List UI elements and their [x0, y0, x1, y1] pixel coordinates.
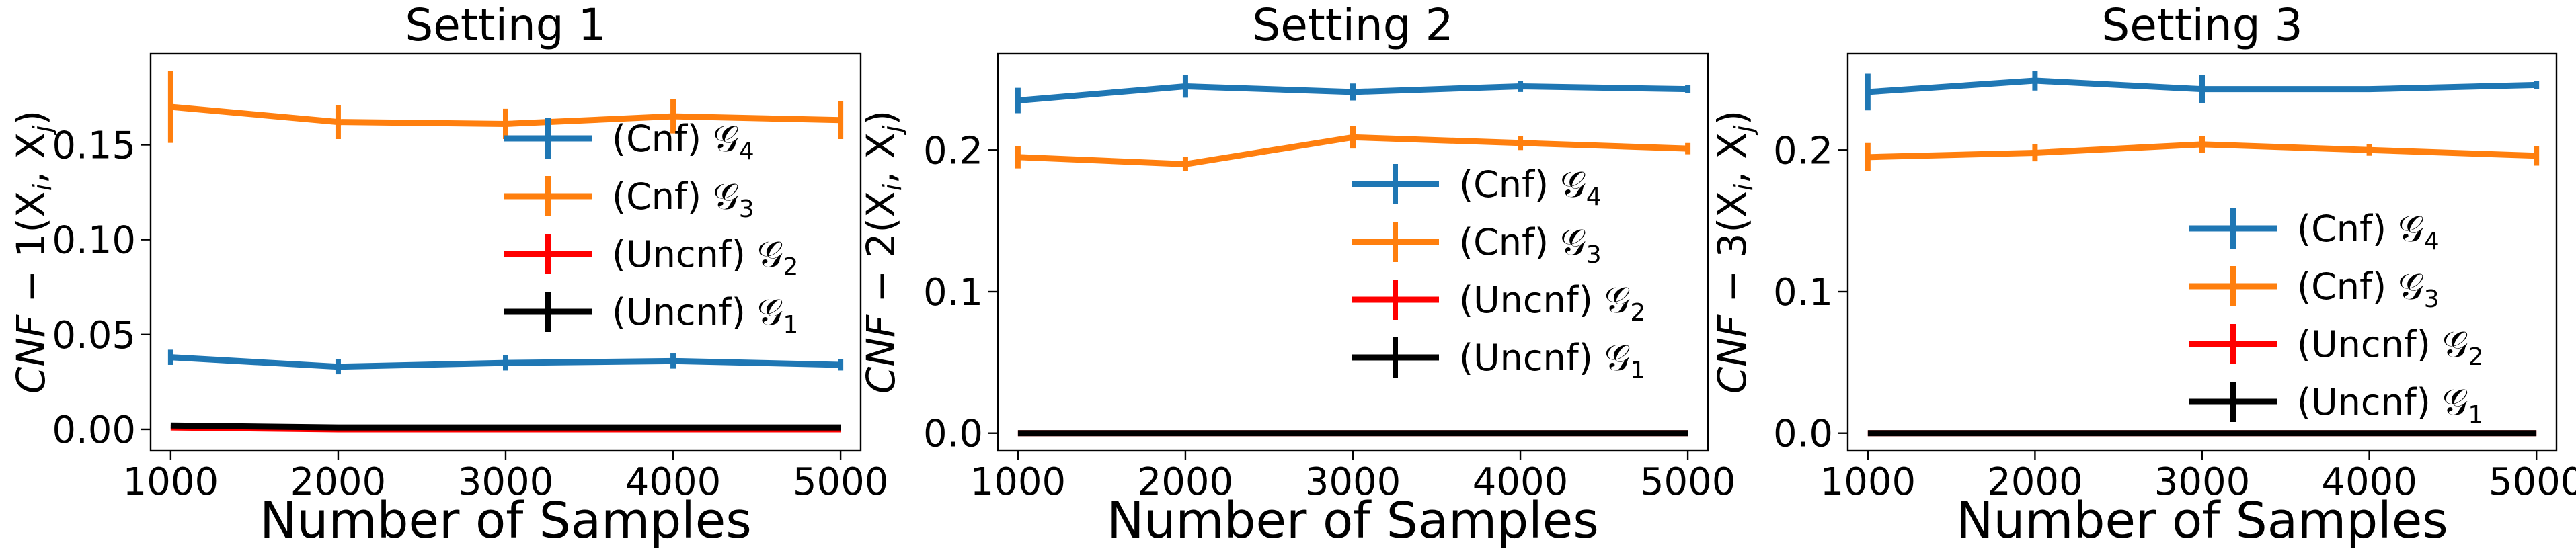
y-tick-label: 0.05: [52, 314, 136, 357]
y-axis-label-suffix: − 3(X: [1709, 191, 1755, 315]
y-axis-label-prefix: CNF: [858, 314, 904, 394]
legend-label: (Cnf) 𝒢3: [612, 175, 754, 223]
x-tick-label: 1000: [123, 460, 219, 504]
y-tick-label: 0.00: [52, 409, 136, 452]
y-axis-label: CNF − 2(Xi, Xj): [858, 110, 907, 394]
panel-setting-2: Setting 2 Number of Samples CNF − 2(Xi, …: [858, 0, 1735, 550]
x-tick-label: 5000: [793, 460, 889, 504]
y-tick-label: 0.1: [923, 271, 983, 314]
x-tick-label: 4000: [1473, 460, 1569, 504]
y-tick-label: 0.10: [52, 219, 136, 263]
series-2: [1865, 136, 2540, 171]
series-line: [170, 422, 841, 431]
y-axis-label: CNF − 3(Xi, Xj): [1709, 110, 1758, 394]
plot-area: [1865, 71, 2540, 437]
legend-label: (Uncnf) 𝒢1: [2297, 381, 2483, 429]
legend-entry: (Cnf) 𝒢3: [504, 175, 754, 223]
y-axis-label-suffix: − 2(X: [858, 191, 904, 315]
x-tick-label: 3000: [1305, 460, 1401, 504]
x-tick-label: 5000: [2489, 460, 2576, 504]
x-tick-label: 4000: [625, 460, 721, 504]
chart-title: Setting 2: [1252, 0, 1453, 51]
series-2: [167, 71, 844, 143]
x-axis-label: Number of Samples: [1956, 492, 2448, 550]
legend-entry: (Cnf) 𝒢4: [1352, 163, 1602, 211]
legend-entry: (Uncnf) 𝒢1: [2189, 381, 2483, 429]
legend-entry: (Cnf) 𝒢3: [1352, 221, 1602, 269]
legend: (Cnf) 𝒢4 (Cnf) 𝒢3 (Uncnf) 𝒢2 (Uncnf) 𝒢1: [504, 118, 798, 339]
legend-label: (Cnf) 𝒢3: [1459, 221, 1602, 269]
legend-entry: (Uncnf) 𝒢1: [504, 291, 798, 339]
legend-label: (Cnf) 𝒢3: [2297, 265, 2440, 313]
series-1: [1015, 75, 1691, 114]
y-axis-label-suffix: − 1(X: [8, 191, 54, 315]
series-4: [170, 422, 841, 431]
legend-entry: (Cnf) 𝒢4: [504, 118, 754, 165]
x-tick-label: 1000: [1820, 460, 1916, 504]
legend-label: (Uncnf) 𝒢1: [1459, 337, 1645, 384]
x-axis-label: Number of Samples: [1107, 492, 1599, 550]
x-tick-label: 4000: [2321, 460, 2417, 504]
x-tick-label: 2000: [290, 460, 387, 504]
y-axis-label-prefix: CNF: [8, 314, 54, 394]
legend-label: (Uncnf) 𝒢2: [612, 233, 798, 281]
plot-area: [167, 71, 844, 433]
legend-entry: (Uncnf) 𝒢2: [504, 233, 798, 281]
x-tick-label: 2000: [1987, 460, 2083, 504]
legend: (Cnf) 𝒢4 (Cnf) 𝒢3 (Uncnf) 𝒢2 (Uncnf) 𝒢1: [1352, 163, 1645, 384]
y-tick-label: 0.2: [923, 129, 983, 173]
series-1: [1865, 71, 2540, 111]
series-2: [1015, 126, 1691, 171]
plot-area: [1015, 75, 1691, 437]
legend-label: (Uncnf) 𝒢1: [612, 291, 798, 339]
y-tick-label: 0.2: [1773, 129, 1833, 173]
y-tick-label: 0.0: [923, 413, 983, 456]
y-tick-label: 0.15: [52, 124, 136, 168]
x-tick-label: 5000: [1640, 460, 1736, 504]
legend: (Cnf) 𝒢4 (Cnf) 𝒢3 (Uncnf) 𝒢2 (Uncnf) 𝒢1: [2189, 208, 2483, 429]
legend-label: (Cnf) 𝒢4: [612, 118, 754, 165]
legend-entry: (Uncnf) 𝒢2: [1352, 279, 1645, 327]
panel-setting-3: Setting 3 Number of Samples CNF − 3(Xi, …: [1709, 0, 2576, 550]
y-tick-label: 0.1: [1773, 271, 1833, 314]
y-tick-label: 0.0: [1773, 413, 1833, 456]
x-tick-label: 3000: [458, 460, 554, 504]
panel-setting-1: Setting 1 Number of Samples CNF − 1(Xi, …: [8, 0, 888, 550]
legend-label: (Uncnf) 𝒢2: [2297, 323, 2483, 371]
x-tick-label: 2000: [1138, 460, 1234, 504]
series-1: [167, 349, 844, 375]
x-axis-label: Number of Samples: [260, 492, 752, 550]
legend-entry: (Uncnf) 𝒢1: [1352, 337, 1645, 384]
x-tick-label: 3000: [2154, 460, 2251, 504]
legend-label: (Cnf) 𝒢4: [2297, 208, 2440, 255]
chart-title: Setting 3: [2101, 0, 2302, 51]
legend-label: (Uncnf) 𝒢2: [1459, 279, 1645, 327]
legend-entry: (Uncnf) 𝒢2: [2189, 323, 2483, 371]
chart-title: Setting 1: [405, 0, 606, 51]
legend-label: (Cnf) 𝒢4: [1459, 163, 1602, 211]
legend-entry: (Cnf) 𝒢3: [2189, 265, 2440, 313]
x-tick-label: 1000: [970, 460, 1066, 504]
legend-entry: (Cnf) 𝒢4: [2189, 208, 2440, 255]
y-axis-label-prefix: CNF: [1709, 314, 1755, 394]
y-axis-label: CNF − 1(Xi, Xj): [8, 110, 57, 394]
